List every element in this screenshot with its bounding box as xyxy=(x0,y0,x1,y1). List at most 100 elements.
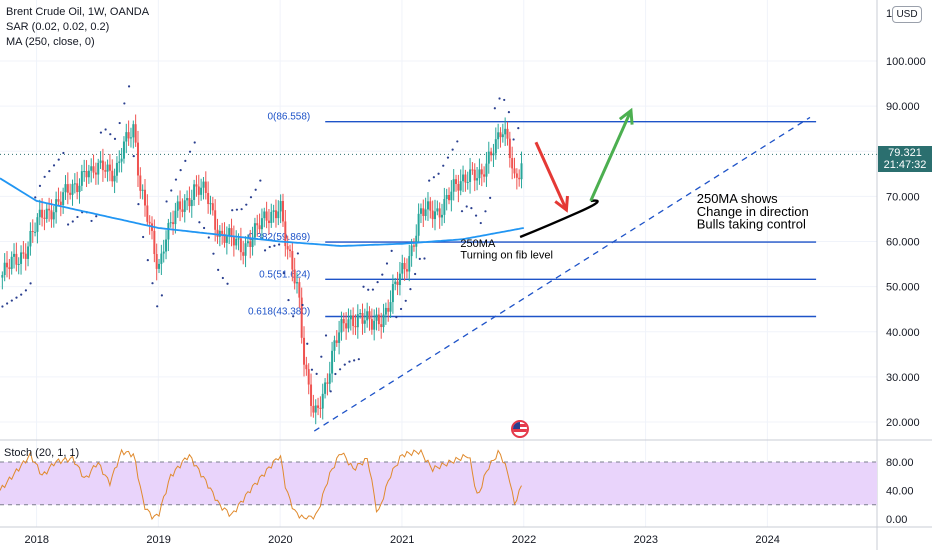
candle-body xyxy=(373,320,376,330)
sar-dot xyxy=(127,85,131,88)
price-tick-label: 100.000 xyxy=(886,56,926,68)
candle-body xyxy=(377,314,380,325)
sar-dot xyxy=(474,214,478,217)
sar-dot xyxy=(306,342,309,345)
candle-body xyxy=(387,307,390,312)
candle-body xyxy=(403,262,406,270)
candle-body xyxy=(310,384,313,406)
candle-body xyxy=(279,201,282,212)
sar-dot xyxy=(6,302,9,305)
fib-level-label: 0(86.558) xyxy=(267,112,310,123)
candle-body xyxy=(284,221,287,247)
sar-dot xyxy=(395,316,398,319)
candle-body xyxy=(303,337,306,365)
sar-dot xyxy=(296,252,299,255)
forecast-curve xyxy=(519,199,599,239)
last-price-value: 79.321 xyxy=(888,147,922,159)
sar-dot xyxy=(174,178,178,181)
candle-body xyxy=(193,184,196,200)
candle-body xyxy=(176,201,179,211)
sar-dot xyxy=(24,289,27,292)
candle-body xyxy=(296,282,299,284)
sar-dot xyxy=(310,368,314,371)
candle-body xyxy=(265,211,268,221)
candle-body xyxy=(506,128,509,139)
candle-body xyxy=(118,161,121,163)
us-flag-event-icon[interactable] xyxy=(511,420,529,438)
candle-body xyxy=(134,124,137,143)
candle-body xyxy=(405,269,408,272)
candle-body xyxy=(422,208,425,217)
candle-body xyxy=(431,210,434,220)
candle-body xyxy=(69,192,72,195)
support-trendline xyxy=(313,116,811,432)
sar-legend[interactable]: SAR (0.02, 0.02, 0.2) xyxy=(6,21,110,33)
sar-dot xyxy=(512,138,515,141)
sar-dot xyxy=(52,164,56,167)
ma-legend[interactable]: MA (250, close, 0) xyxy=(6,36,95,48)
sar-dot xyxy=(188,150,192,153)
sar-dot xyxy=(29,282,32,285)
candle-body xyxy=(436,208,439,212)
candle-body xyxy=(518,177,521,180)
candle-body xyxy=(342,319,345,324)
sar-dot xyxy=(231,209,234,212)
currency-button[interactable]: USD xyxy=(892,6,922,23)
candle-body xyxy=(195,184,198,187)
sar-dot xyxy=(43,175,46,178)
sar-dot xyxy=(338,368,342,371)
sar-dot xyxy=(254,188,257,191)
candle-body xyxy=(490,151,493,156)
candle-body xyxy=(73,183,76,185)
time-tick-label: 2024 xyxy=(755,534,779,546)
forecast-down-arrow-head xyxy=(554,195,569,213)
candle-body xyxy=(319,407,322,409)
candle-body xyxy=(356,314,359,328)
candle-body xyxy=(202,181,205,188)
candle-body xyxy=(24,253,27,259)
candle-body xyxy=(382,314,385,328)
sar-dot xyxy=(104,128,107,131)
candle-body xyxy=(466,181,469,183)
candle-body xyxy=(34,231,37,233)
candle-body xyxy=(127,132,130,139)
stoch-tick-label: 0.00 xyxy=(886,514,907,526)
sar-dot xyxy=(142,235,145,239)
sar-dot xyxy=(10,299,13,302)
candle-body xyxy=(480,169,483,175)
candle-body xyxy=(143,189,146,206)
candle-body xyxy=(62,192,65,206)
candle-body xyxy=(324,382,327,394)
candle-body xyxy=(263,211,266,219)
sar-dot xyxy=(423,257,426,260)
candle-body xyxy=(85,170,88,178)
candle-body xyxy=(15,253,18,265)
chart-annotation: Change in direction xyxy=(697,204,809,219)
stoch-tick-label: 80.00 xyxy=(886,457,914,469)
sar-dot xyxy=(62,151,65,155)
sar-dot xyxy=(240,208,243,211)
candle-body xyxy=(106,164,109,172)
candle-body xyxy=(513,168,516,174)
stoch-legend[interactable]: Stoch (20, 1, 1) xyxy=(4,447,80,459)
candle-body xyxy=(153,230,156,255)
candle-body xyxy=(218,230,221,237)
candle-body xyxy=(293,269,296,284)
sar-dot xyxy=(20,293,23,296)
candle-body xyxy=(6,262,9,268)
forecast-up-arrow-head xyxy=(618,107,634,125)
candle-body xyxy=(354,326,357,328)
candle-body xyxy=(10,256,13,269)
sar-dot xyxy=(484,210,487,213)
sar-dot xyxy=(460,210,464,213)
candle-body xyxy=(155,254,158,269)
candle-body xyxy=(349,315,352,320)
sar-dot xyxy=(385,262,389,265)
candle-body xyxy=(253,223,256,238)
candle-body xyxy=(497,132,500,140)
candle-body xyxy=(424,209,427,217)
candle-body xyxy=(448,194,451,201)
sar-dot xyxy=(66,223,70,226)
candle-body xyxy=(457,184,460,191)
